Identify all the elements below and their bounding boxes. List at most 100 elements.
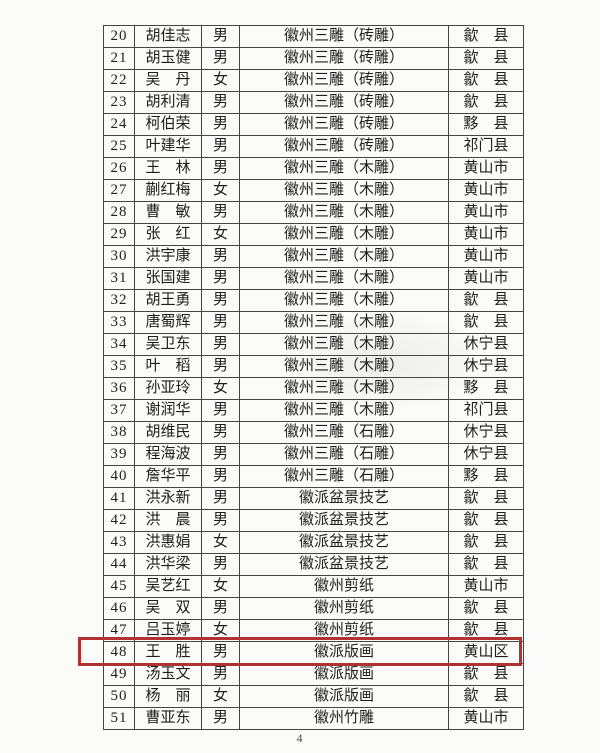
gender-cell: 男 [201, 421, 240, 444]
gender-cell: 男 [201, 663, 240, 686]
region-cell: 歙 县 [448, 685, 524, 708]
craft-cell: 徽州三雕（木雕） [239, 333, 449, 356]
table-row: 31 张国建 男 徽州三雕（木雕） 黄山市 [103, 267, 524, 290]
gender-cell: 女 [201, 69, 240, 92]
craft-cell: 徽州三雕（木雕） [239, 311, 449, 334]
name-cell: 杨 丽 [134, 685, 202, 708]
craft-cell: 徽州三雕（木雕） [239, 377, 449, 400]
row-number-cell: 27 [103, 179, 135, 202]
row-number-cell: 21 [103, 47, 135, 70]
name-cell: 张 红 [134, 223, 202, 246]
table-row: 40 詹华平 男 徽州三雕（石雕） 黟 县 [103, 465, 524, 488]
region-cell: 黄山市 [448, 223, 524, 246]
craft-cell: 徽派盆景技艺 [239, 531, 449, 554]
region-cell: 黄山市 [448, 267, 524, 290]
craft-cell: 徽州三雕（石雕） [239, 465, 449, 488]
name-cell: 孙亚玲 [134, 377, 202, 400]
table-row: 47 吕玉婷 女 徽州剪纸 歙 县 [103, 619, 524, 642]
gender-cell: 女 [201, 685, 240, 708]
row-number-cell: 23 [103, 91, 135, 114]
region-cell: 祁门县 [448, 399, 524, 422]
row-number-cell: 28 [103, 201, 135, 224]
name-cell: 曹亚东 [134, 707, 202, 730]
gender-cell: 男 [201, 47, 240, 70]
region-cell: 休宁县 [448, 333, 524, 356]
table-row: 35 叶 稻 男 徽州三雕（木雕） 休宁县 [103, 355, 524, 378]
roster-table-wrap: 20 胡佳志 男 徽州三雕（砖雕） 歙 县 21 胡玉健 男 徽州三雕（砖雕） … [78, 25, 524, 730]
row-number-cell: 25 [103, 135, 135, 158]
region-cell: 祁门县 [448, 135, 524, 158]
craft-cell: 徽派盆景技艺 [239, 553, 449, 576]
gender-cell: 男 [201, 135, 240, 158]
table-row: 20 胡佳志 男 徽州三雕（砖雕） 歙 县 [103, 25, 524, 48]
row-number-cell: 39 [103, 443, 135, 466]
gender-cell: 男 [201, 597, 240, 620]
table-row: 21 胡玉健 男 徽州三雕（砖雕） 歙 县 [103, 47, 524, 70]
table-row: 45 吴艺红 女 徽州剪纸 黄山市 [103, 575, 524, 598]
region-cell: 歙 县 [448, 69, 524, 92]
table-row: 42 洪 晨 男 徽派盆景技艺 歙 县 [103, 509, 524, 532]
row-number-cell: 37 [103, 399, 135, 422]
craft-cell: 徽州三雕（木雕） [239, 223, 449, 246]
craft-cell: 徽派版画 [239, 663, 449, 686]
craft-cell: 徽派盆景技艺 [239, 509, 449, 532]
craft-cell: 徽州剪纸 [239, 619, 449, 642]
table-row: 41 洪永新 男 徽派盆景技艺 歙 县 [103, 487, 524, 510]
row-number-cell: 49 [103, 663, 135, 686]
name-cell: 张国建 [134, 267, 202, 290]
gender-cell: 男 [201, 641, 240, 664]
gender-cell: 男 [201, 487, 240, 510]
region-cell: 歙 县 [448, 619, 524, 642]
region-cell: 黄山市 [448, 245, 524, 268]
region-cell: 休宁县 [448, 355, 524, 378]
row-number-cell: 20 [103, 25, 135, 48]
gender-cell: 男 [201, 443, 240, 466]
gender-cell: 男 [201, 245, 240, 268]
table-row: 37 谢润华 男 徽州三雕（木雕） 祁门县 [103, 399, 524, 422]
gender-cell: 男 [201, 157, 240, 180]
gender-cell: 男 [201, 267, 240, 290]
row-number-cell: 45 [103, 575, 135, 598]
table-row: 46 吴 双 男 徽州剪纸 歙 县 [103, 597, 524, 620]
name-cell: 曹 敏 [134, 201, 202, 224]
name-cell: 吴 丹 [134, 69, 202, 92]
gender-cell: 女 [201, 223, 240, 246]
name-cell: 胡王勇 [134, 289, 202, 312]
table-row: 44 洪华梁 男 徽派盆景技艺 歙 县 [103, 553, 524, 576]
row-number-cell: 51 [103, 707, 135, 730]
table-row: 50 杨 丽 女 徽派版画 歙 县 [103, 685, 524, 708]
region-cell: 黄山市 [448, 179, 524, 202]
page-number: 4 [296, 731, 304, 745]
row-number-cell: 36 [103, 377, 135, 400]
row-number-cell: 24 [103, 113, 135, 136]
craft-cell: 徽州三雕（砖雕） [239, 91, 449, 114]
region-cell: 歙 县 [448, 25, 524, 48]
table-row: 49 汤玉文 男 徽派版画 歙 县 [103, 663, 524, 686]
row-number-cell: 40 [103, 465, 135, 488]
name-cell: 王 胜 [134, 641, 202, 664]
craft-cell: 徽州剪纸 [239, 575, 449, 598]
craft-cell: 徽州三雕（石雕） [239, 443, 449, 466]
name-cell: 叶 稻 [134, 355, 202, 378]
table-row: 51 曹亚东 男 徽州竹雕 黄山市 [103, 707, 524, 730]
name-cell: 叶建华 [134, 135, 202, 158]
craft-cell: 徽州三雕（砖雕） [239, 113, 449, 136]
name-cell: 汤玉文 [134, 663, 202, 686]
row-number-cell: 41 [103, 487, 135, 510]
craft-cell: 徽州三雕（木雕） [239, 201, 449, 224]
craft-cell: 徽州三雕（木雕） [239, 399, 449, 422]
craft-cell: 徽派版画 [239, 641, 449, 664]
region-cell: 歙 县 [448, 509, 524, 532]
table-row: 32 胡王勇 男 徽州三雕（木雕） 歙 县 [103, 289, 524, 312]
name-cell: 洪永新 [134, 487, 202, 510]
row-number-cell: 50 [103, 685, 135, 708]
region-cell: 歙 县 [448, 487, 524, 510]
name-cell: 胡佳志 [134, 25, 202, 48]
craft-cell: 徽州三雕（木雕） [239, 355, 449, 378]
craft-cell: 徽州三雕（木雕） [239, 157, 449, 180]
gender-cell: 女 [201, 619, 240, 642]
row-number-cell: 48 [103, 641, 135, 664]
craft-cell: 徽州三雕（木雕） [239, 179, 449, 202]
region-cell: 黟 县 [448, 465, 524, 488]
row-number-cell: 46 [103, 597, 135, 620]
